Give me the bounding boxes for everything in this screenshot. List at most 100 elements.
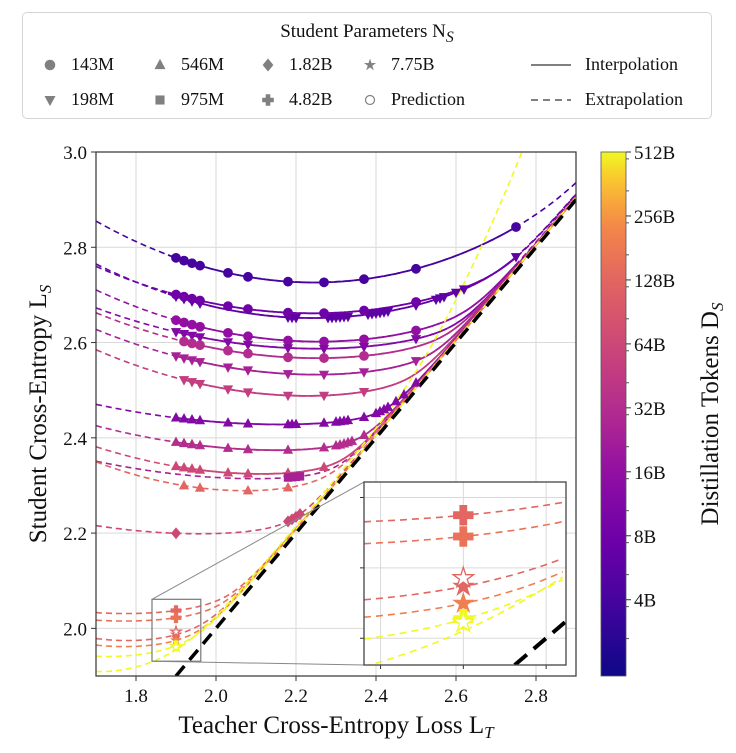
x-tick-label: 2.6 [444,686,468,707]
circle-marker [283,335,293,346]
circle-marker [411,263,421,274]
circle-marker [195,260,205,271]
circle-marker [243,271,253,282]
triangle-down-marker [242,340,254,351]
triangle-up-marker [194,464,206,474]
triangle-down-marker [318,344,330,355]
triangle-up-marker [178,461,190,472]
diamond-marker [171,527,181,540]
y-tick-label: 2.2 [63,524,87,545]
inset-star-marker [452,574,475,597]
triangle-up-marker [410,377,422,387]
circle-marker [283,276,293,287]
triangle-up-marker [222,442,234,452]
legend-marker [44,95,56,106]
circle-marker [283,352,293,363]
colorbar-tick-label: 128B [634,271,675,292]
triangle-down-marker [318,391,330,402]
inset-star-marker [452,591,475,614]
colorbar-tick-label: 32B [634,399,666,420]
interpolation-line [175,266,517,376]
prediction-marker [168,624,184,639]
square-icon [155,94,165,105]
circle-marker [411,325,421,336]
circle-icon [44,59,56,70]
circle-marker [359,305,369,316]
circle-marker [223,267,233,278]
triangle-down-marker [290,313,302,324]
y-tick-label: 2.4 [63,429,87,450]
circle-marker [179,336,189,347]
triangle-down-marker [194,358,206,368]
extrapolation-line [96,197,576,451]
legend-label: Extrapolation [585,89,683,109]
triangle-down-marker [438,293,450,303]
legend-marker [44,59,56,70]
triangle-down-marker [282,370,294,380]
triangle-down-marker [186,378,198,388]
triangle-up-marker [242,443,254,454]
extrapolation-line [96,196,576,426]
triangle-up-marker [186,463,198,473]
axes-frame [95,151,577,677]
legend-marker [262,93,274,106]
triangle-down-icon [44,95,56,106]
diamond-icon [262,58,274,71]
legend-marker [364,94,376,105]
x-axis-label-subscript: T [484,723,495,742]
legend-item-482b: 4.82B [261,89,333,110]
triangle-down-marker [358,368,370,378]
interpolation-line [175,265,517,350]
legend-label: 198M [71,89,115,109]
triangle-down-marker [186,331,198,342]
triangle-up-marker [342,414,354,425]
inset-plus-marker [453,504,474,526]
triangle-up-marker [382,401,394,411]
triangle-up-marker [318,461,330,471]
colorbar-label: Distillation Tokens DS [697,302,727,525]
x-tick-label: 1.8 [124,686,148,707]
circle-marker [319,336,329,347]
circle-marker [223,345,233,356]
legend-item-546m: 546M [153,54,224,75]
triangle-up-marker [170,436,182,446]
legend-label: 546M [181,54,225,74]
triangle-down-marker [186,356,198,366]
legend-title-text: Student Parameters N [280,21,446,42]
colorbar-label-text: Distillation Tokens D [697,311,724,525]
star-icon [363,58,377,70]
triangle-up-marker [398,388,410,399]
hollow-circle-icon [364,94,376,105]
circle-marker [195,295,205,306]
triangle-down-marker [342,312,354,323]
legend-title-subscript: S [445,28,454,46]
triangle-down-marker [222,338,234,348]
y-tick-label: 2.8 [63,238,87,259]
circle-marker [223,327,233,338]
triangle-down-marker [242,388,254,398]
triangle-down-marker [242,366,254,376]
triangle-down-marker [170,328,182,338]
legend-marker [154,58,166,69]
legend-item-775b: 7.75B [363,54,435,75]
legend-item-182b: 1.82B [261,54,333,75]
triangle-up-marker [194,439,206,450]
legend-item-extrapolation: Extrapolation [531,89,683,110]
triangle-down-marker [222,385,234,395]
triangle-down-marker [358,387,370,398]
triangle-down-marker [358,342,370,353]
triangle-down-marker [410,335,422,345]
colorbar-tick-label: 64B [634,335,666,356]
legend-marker [155,94,165,105]
interpolation-line [167,226,517,284]
inset-prediction-marker [451,565,476,589]
legend-label: Interpolation [585,54,678,74]
circle-marker [195,321,205,332]
colorbar-tick-label: 16B [634,463,666,484]
circle-marker [319,308,329,319]
legend-item-975m: 975M [153,89,224,110]
legend-label: Prediction [391,89,465,109]
interpolation-line [183,265,517,359]
triangle-down-marker [510,253,522,263]
